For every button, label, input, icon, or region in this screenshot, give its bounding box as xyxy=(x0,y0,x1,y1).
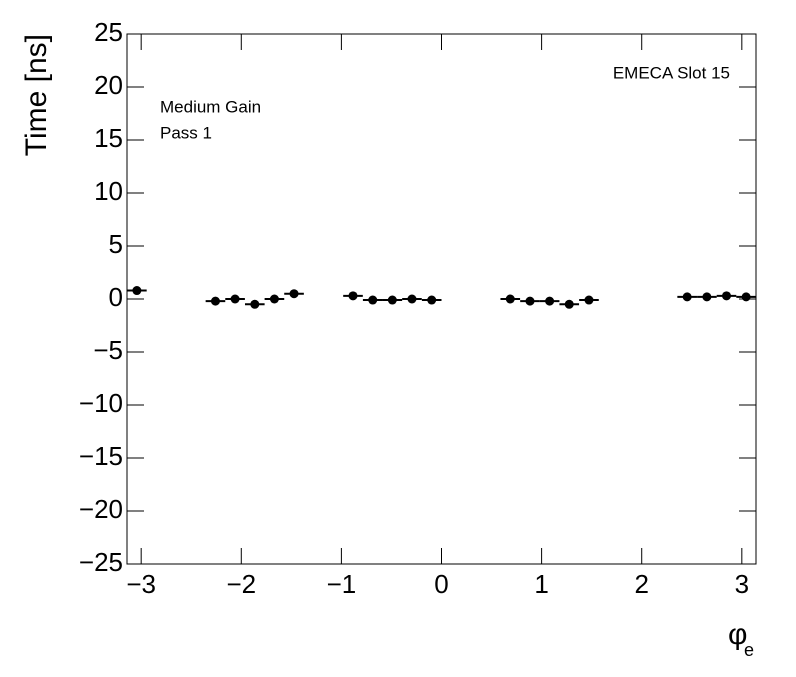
x-tick-label: 3 xyxy=(735,569,749,599)
data-point xyxy=(427,295,437,305)
data-point xyxy=(368,295,378,305)
data-point xyxy=(348,291,358,301)
data-point xyxy=(210,296,220,306)
y-tick-label: −20 xyxy=(79,494,123,524)
y-tick-label: 0 xyxy=(109,282,123,312)
x-tick-label: 2 xyxy=(634,569,648,599)
x-tick-label: −2 xyxy=(226,569,256,599)
y-tick-label: −25 xyxy=(79,547,123,577)
y-tick-label: 15 xyxy=(94,123,123,153)
annotation: EMECA Slot 15 xyxy=(613,63,730,82)
data-point xyxy=(505,294,515,304)
y-tick-label: −5 xyxy=(93,335,123,365)
data-point xyxy=(702,292,712,302)
y-tick-label: 5 xyxy=(109,229,123,259)
x-tick-label: −1 xyxy=(327,569,357,599)
data-point xyxy=(289,289,299,299)
y-tick-label: −15 xyxy=(79,441,123,471)
data-point xyxy=(230,294,240,304)
data-point xyxy=(741,292,751,302)
data-point xyxy=(545,296,555,306)
x-tick-label: 1 xyxy=(534,569,548,599)
data-point xyxy=(387,295,397,305)
data-point xyxy=(525,296,535,306)
y-tick-label: 25 xyxy=(94,17,123,47)
y-tick-label: −10 xyxy=(79,388,123,418)
data-point xyxy=(269,294,279,304)
data-point xyxy=(564,299,574,309)
data-point xyxy=(250,299,260,309)
x-axis-label-subscript: e xyxy=(744,640,754,660)
y-tick-label: 10 xyxy=(94,176,123,206)
x-axis-label: φ xyxy=(728,618,747,651)
data-point xyxy=(682,292,692,302)
data-point xyxy=(132,286,142,296)
data-point xyxy=(407,294,417,304)
x-tick-label: −3 xyxy=(126,569,156,599)
annotation: Medium Gain xyxy=(160,97,261,116)
y-tick-label: 20 xyxy=(94,70,123,100)
y-axis-label: Time [ns] xyxy=(20,34,53,156)
data-point xyxy=(584,295,594,305)
annotation: Pass 1 xyxy=(160,123,212,142)
data-point xyxy=(722,291,732,301)
x-tick-label: 0 xyxy=(434,569,448,599)
